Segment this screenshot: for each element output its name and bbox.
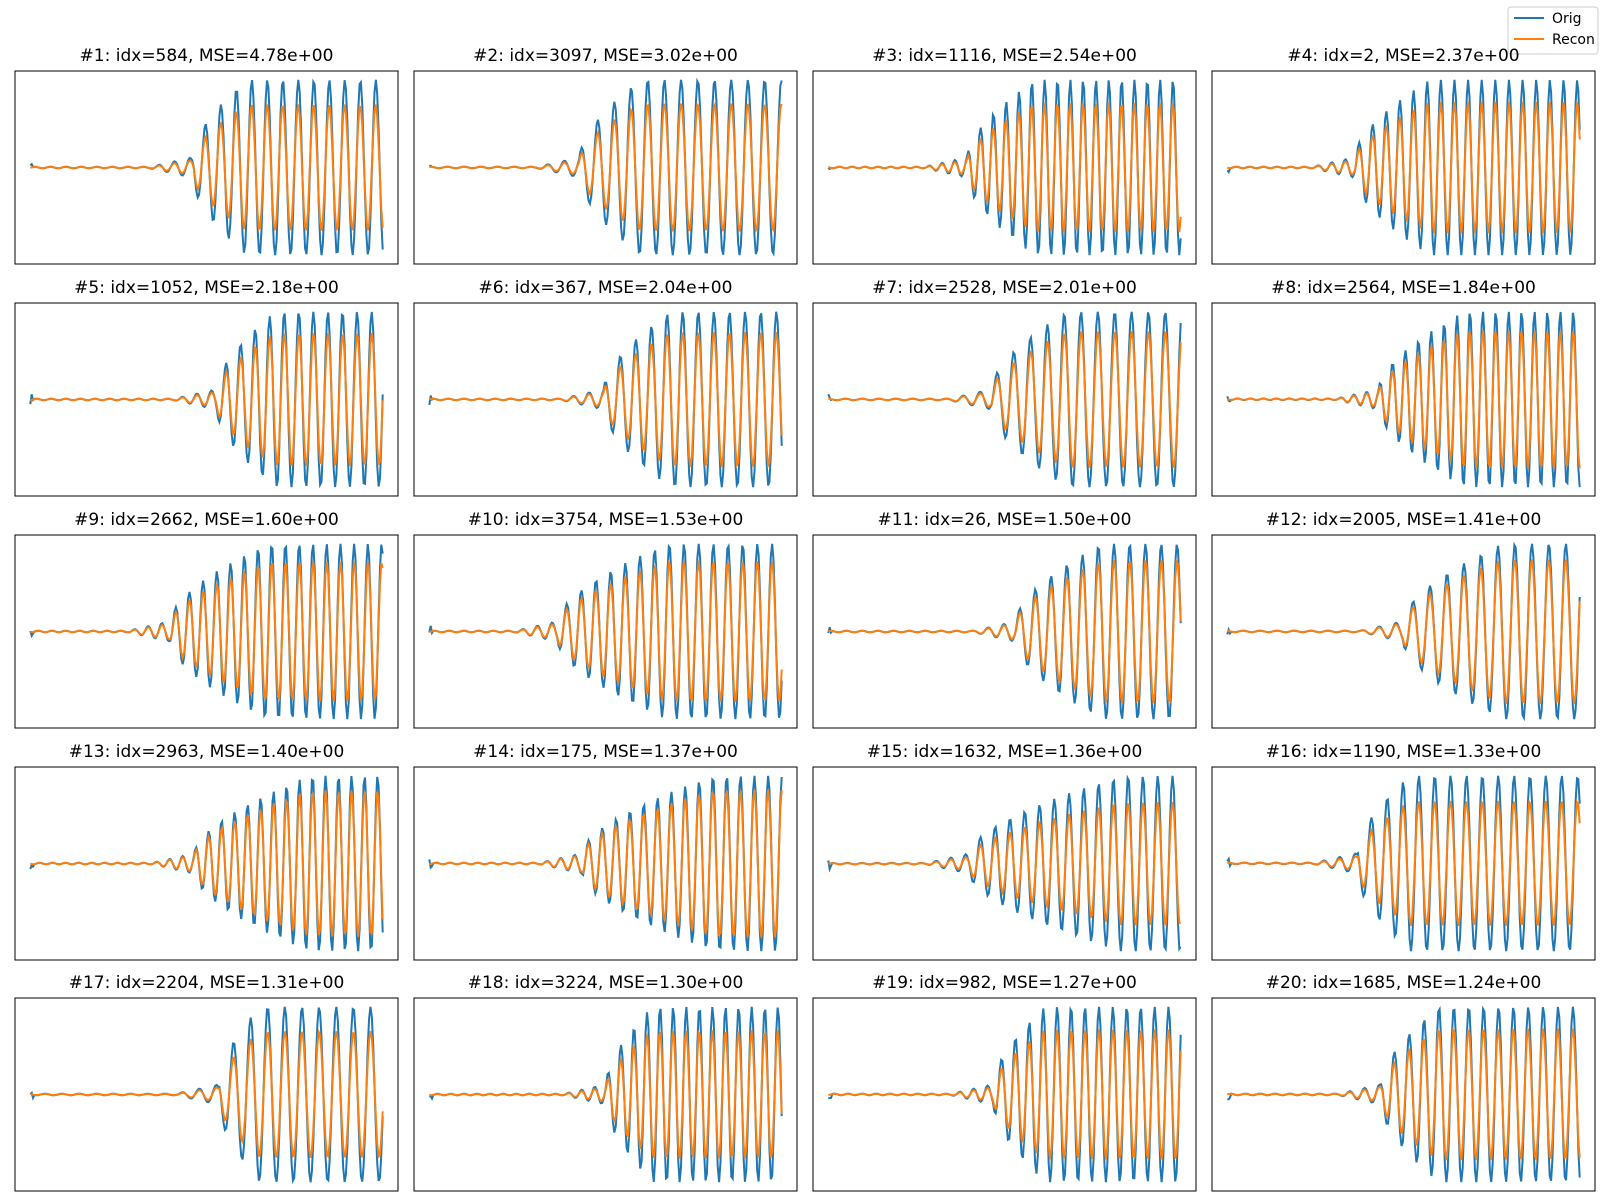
recon-series-line xyxy=(1227,101,1581,234)
recon-series-line xyxy=(828,329,1182,471)
recon-series-line xyxy=(30,561,384,703)
panel-title: #11: idx=26, MSE=1.50e+00 xyxy=(878,510,1132,530)
panel-15: #15: idx=1632, MSE=1.36e+00 xyxy=(812,742,1197,961)
panel-19: #19: idx=982, MSE=1.27e+00 xyxy=(812,973,1197,1192)
panel-title: #15: idx=1632, MSE=1.36e+00 xyxy=(867,742,1143,762)
panel-title: #1: idx=584, MSE=4.78e+00 xyxy=(80,46,334,66)
panel-grid: #1: idx=584, MSE=4.78e+00 #2: idx=3097, M… xyxy=(14,46,1596,1192)
panel-title: #5: idx=1052, MSE=2.18e+00 xyxy=(74,278,339,298)
legend: Orig Recon xyxy=(1507,6,1599,55)
recon-series-line xyxy=(828,557,1182,704)
panel-6: #6: idx=367, MSE=2.04e+00 xyxy=(413,278,798,497)
recon-series-line xyxy=(828,1027,1182,1160)
panel-title: #16: idx=1190, MSE=1.33e+00 xyxy=(1266,742,1542,762)
recon-series-line xyxy=(429,330,783,470)
panel-title: #14: idx=175, MSE=1.37e+00 xyxy=(473,742,738,762)
panel-title: #10: idx=3754, MSE=1.53e+00 xyxy=(468,510,744,530)
panel-4: #4: idx=2, MSE=2.37e+00 xyxy=(1211,46,1596,265)
panel-14: #14: idx=175, MSE=1.37e+00 xyxy=(413,742,798,961)
panel-10: #10: idx=3754, MSE=1.53e+00 xyxy=(413,510,798,729)
recon-series-line xyxy=(1227,1026,1581,1162)
panel-title: #18: idx=3224, MSE=1.30e+00 xyxy=(468,973,744,993)
recon-series-line xyxy=(30,1028,384,1159)
recon-series-line xyxy=(30,332,384,467)
recon-series-line xyxy=(30,790,384,937)
recon-series-line xyxy=(429,100,783,234)
panel-title: #20: idx=1685, MSE=1.24e+00 xyxy=(1266,973,1542,993)
panel-3: #3: idx=1116, MSE=2.54e+00 xyxy=(812,46,1197,265)
panel-18: #18: idx=3224, MSE=1.30e+00 xyxy=(413,973,798,1192)
panel-title: #9: idx=2662, MSE=1.60e+00 xyxy=(74,510,339,530)
panel-title: #13: idx=2963, MSE=1.40e+00 xyxy=(69,742,345,762)
panel-1: #1: idx=584, MSE=4.78e+00 xyxy=(14,46,399,265)
recon-series-line xyxy=(828,102,1182,233)
panel-2: #2: idx=3097, MSE=3.02e+00 xyxy=(413,46,798,265)
recon-series-line xyxy=(1227,559,1581,704)
recon-series-line xyxy=(429,559,783,703)
panel-title: #6: idx=367, MSE=2.04e+00 xyxy=(479,278,733,298)
legend-orig-label: Orig xyxy=(1552,11,1582,27)
panel-5: #5: idx=1052, MSE=2.18e+00 xyxy=(14,278,399,497)
recon-series-line xyxy=(1227,799,1581,926)
recon-series-line xyxy=(30,104,384,233)
panel-title: #8: idx=2564, MSE=1.84e+00 xyxy=(1271,278,1536,298)
recon-series-line xyxy=(429,789,783,938)
panel-title: #17: idx=2204, MSE=1.31e+00 xyxy=(69,973,345,993)
panel-title: #12: idx=2005, MSE=1.41e+00 xyxy=(1266,510,1542,530)
panel-9: #9: idx=2662, MSE=1.60e+00 xyxy=(14,510,399,729)
recon-series-line xyxy=(429,1029,783,1159)
panel-title: #7: idx=2528, MSE=2.01e+00 xyxy=(872,278,1137,298)
recon-series-line xyxy=(828,801,1181,928)
panel-8: #8: idx=2564, MSE=1.84e+00 xyxy=(1211,278,1596,497)
panel-17: #17: idx=2204, MSE=1.31e+00 xyxy=(14,973,399,1192)
panel-title: #4: idx=2, MSE=2.37e+00 xyxy=(1287,46,1519,66)
panel-title: #3: idx=1116, MSE=2.54e+00 xyxy=(872,46,1137,66)
panel-16: #16: idx=1190, MSE=1.33e+00 xyxy=(1211,742,1596,961)
legend-recon-label: Recon xyxy=(1552,32,1595,48)
panel-title: #2: idx=3097, MSE=3.02e+00 xyxy=(473,46,738,66)
panel-13: #13: idx=2963, MSE=1.40e+00 xyxy=(14,742,399,961)
panel-12: #12: idx=2005, MSE=1.41e+00 xyxy=(1211,510,1596,729)
recon-series-line xyxy=(1227,330,1581,469)
panel-title: #19: idx=982, MSE=1.27e+00 xyxy=(872,973,1137,993)
panel-20: #20: idx=1685, MSE=1.24e+00 xyxy=(1211,973,1596,1192)
panel-11: #11: idx=26, MSE=1.50e+00 xyxy=(812,510,1197,729)
panel-7: #7: idx=2528, MSE=2.01e+00 xyxy=(812,278,1197,497)
